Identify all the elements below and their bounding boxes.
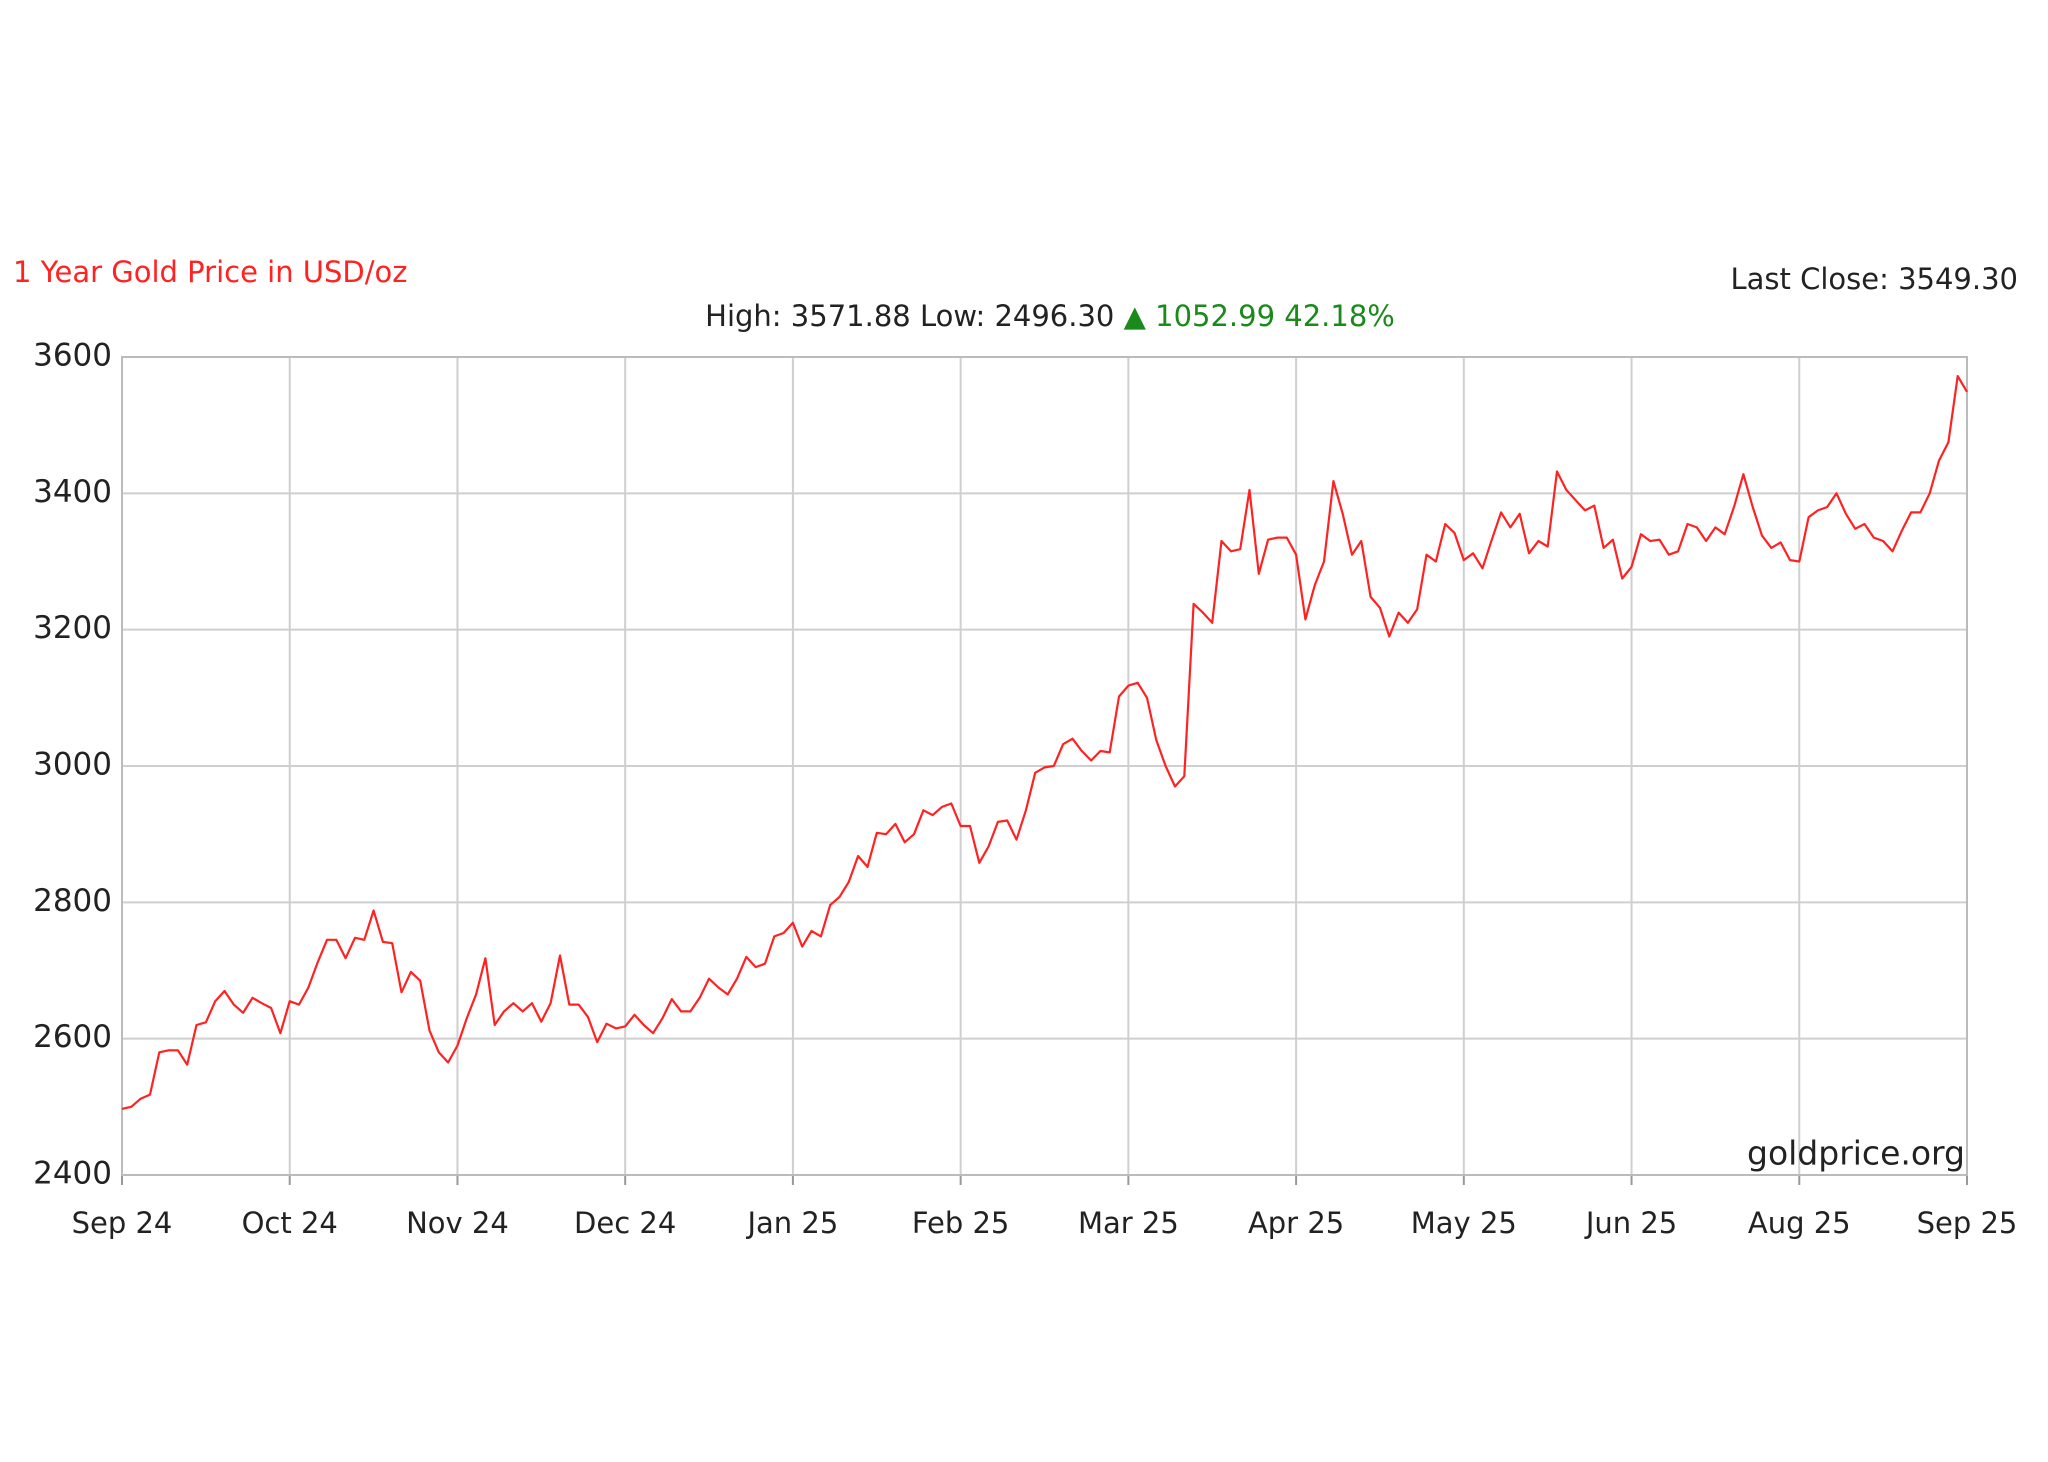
summary: High: 3571.88 Low: 2496.30 ▲ 1052.99 42.… [705, 299, 1395, 333]
y-tick-label: 3600 [33, 338, 112, 374]
x-tick-label: May 25 [1411, 1206, 1517, 1240]
high-low: High: 3571.88 Low: 2496.30 [705, 299, 1114, 333]
x-tick-label: Oct 24 [242, 1206, 338, 1240]
y-tick-label: 2800 [33, 883, 112, 919]
x-tick-label: Apr 25 [1248, 1206, 1344, 1240]
last-close: Last Close: 3549.30 [1730, 262, 2018, 296]
chart-title: 1 Year Gold Price in USD/oz [13, 255, 408, 289]
y-tick-label: 2400 [33, 1156, 112, 1192]
y-tick-label: 3000 [33, 747, 112, 783]
y-tick-label: 3400 [33, 474, 112, 510]
x-tick-label: Nov 24 [406, 1206, 509, 1240]
change-arrow: ▲ [1124, 299, 1147, 333]
plot-frame [121, 356, 1968, 1176]
x-tick-label: Aug 25 [1748, 1206, 1851, 1240]
watermark: goldprice.org [1747, 1134, 1965, 1173]
x-tick-label: Mar 25 [1078, 1206, 1179, 1240]
price-line [121, 375, 1968, 1110]
x-tick-label: Dec 24 [574, 1206, 676, 1240]
y-tick-label: 3200 [33, 610, 112, 646]
change: 1052.99 42.18% [1155, 299, 1395, 333]
x-tick-label: Sep 25 [1917, 1206, 2018, 1240]
x-tick-label: Jan 25 [745, 1206, 838, 1240]
x-tick-label: Jun 25 [1584, 1206, 1677, 1240]
x-tick-label: Sep 24 [72, 1206, 173, 1240]
y-tick-label: 2600 [33, 1019, 112, 1055]
x-tick-label: Feb 25 [912, 1206, 1009, 1240]
